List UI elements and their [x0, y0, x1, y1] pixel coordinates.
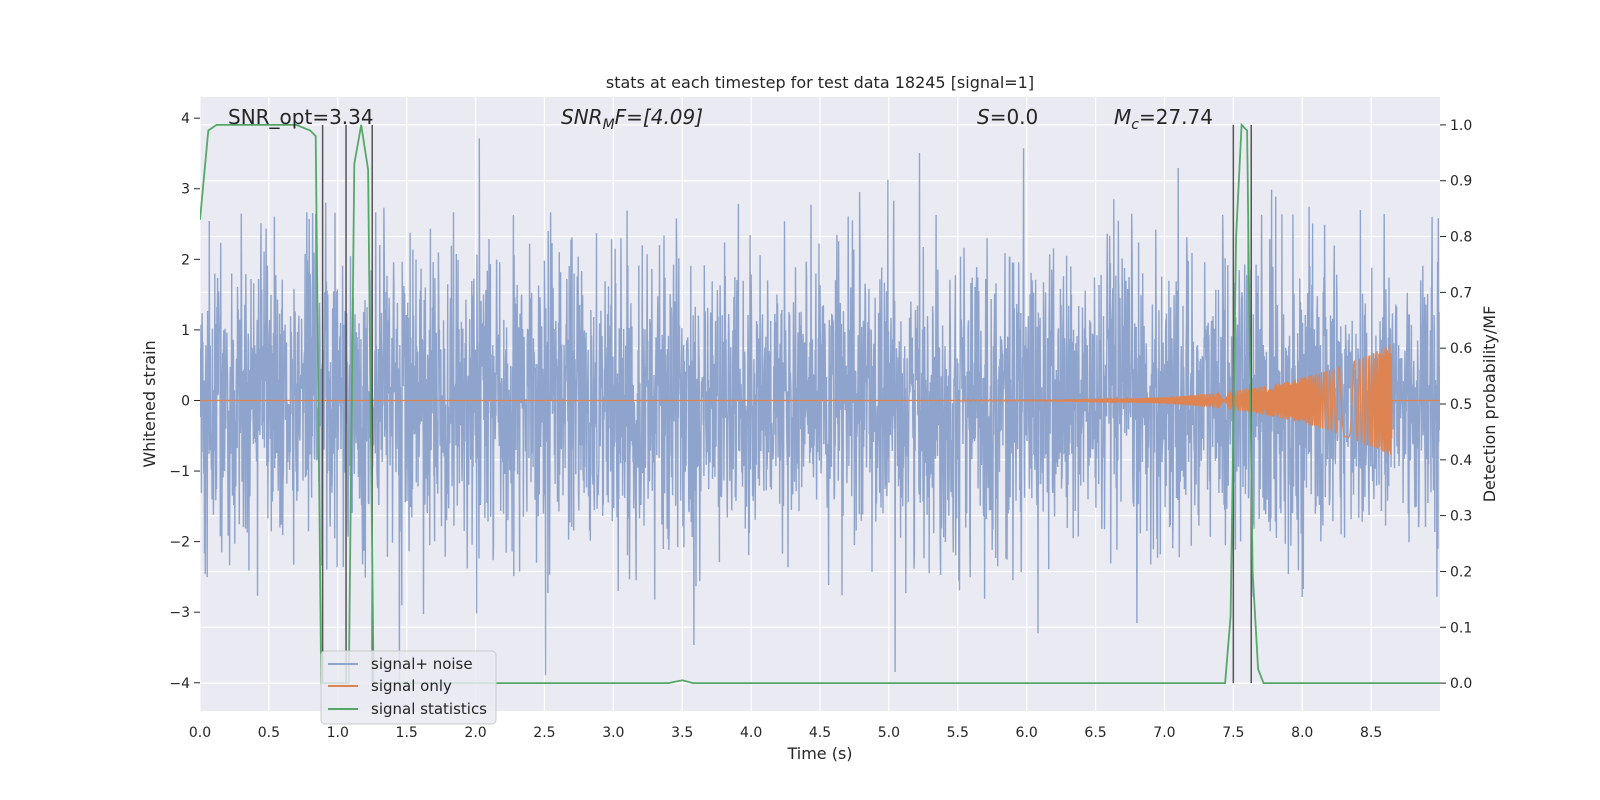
x-tick-label-1: 0.5 — [258, 725, 280, 741]
y-tick-labels: −4 −3 −2 −1 0 1 2 3 4 — [169, 111, 200, 692]
annotation-s-prefix: S — [977, 105, 990, 129]
x-tick-label-4: 2.0 — [464, 725, 486, 741]
y-tick-label-2: −2 — [169, 535, 190, 551]
annotation-mc-sub: c — [1131, 117, 1139, 133]
y-tick-label-4: 0 — [181, 393, 190, 409]
x-tick-label-14: 7.0 — [1153, 725, 1175, 741]
series-signal-only — [200, 344, 1440, 455]
y2-tick-label-1: 0.1 — [1450, 620, 1472, 636]
y-tick-label-3: −1 — [169, 464, 190, 480]
y2-tick-label-5: 0.5 — [1450, 397, 1472, 413]
y-axis-label: Whitened strain — [140, 340, 159, 467]
x-tick-label-6: 3.0 — [602, 725, 624, 741]
y-tick-label-1: −3 — [169, 605, 190, 621]
y2-tick-label-0: 0.0 — [1450, 676, 1472, 692]
annotation-snr-opt: SNR_opt=3.34 — [228, 105, 374, 129]
legend-label-signal-noise: signal+ noise — [371, 655, 473, 673]
annotation-snr-mf-suffix: F=[4.09] — [615, 105, 703, 129]
annotation-snr-mf-sub: M — [603, 117, 615, 133]
x-tick-labels: 0.0 0.5 1.0 1.5 2.0 2.5 3.0 3.5 4.0 4.5 5.0 5.5 6.0 6… — [189, 725, 1382, 741]
annotation-mc-suffix: =27.74 — [1139, 105, 1213, 129]
x-axis-label: Time (s) — [786, 744, 852, 763]
plot-area — [200, 122, 1440, 684]
x-tick-label-12: 6.0 — [1016, 725, 1038, 741]
y-tick-label-0: −4 — [169, 676, 190, 692]
annotation-mc-prefix: M — [1114, 105, 1131, 129]
y2-tick-label-3: 0.3 — [1450, 509, 1472, 525]
y2-tick-label-6: 0.6 — [1450, 341, 1472, 357]
y-tick-label-8: 4 — [181, 111, 190, 127]
x-tick-label-3: 1.5 — [396, 725, 418, 741]
y2-tick-labels: 0.0 0.1 0.2 0.3 0.4 0.5 0.6 0.7 0.8 0.9 1.0 — [1440, 118, 1472, 692]
y2-tick-label-2: 0.2 — [1450, 564, 1472, 580]
x-tick-label-0: 0.0 — [189, 725, 211, 741]
series-signal-statistics — [200, 122, 1440, 684]
legend-label-signal-statistics: signal statistics — [371, 700, 487, 718]
legend-label-signal-only: signal only — [371, 677, 452, 695]
x-tick-label-10: 5.0 — [878, 725, 900, 741]
x-tick-label-2: 1.0 — [327, 725, 349, 741]
x-tick-label-5: 2.5 — [533, 725, 555, 741]
chart-title: stats at each timestep for test data 182… — [606, 73, 1034, 92]
y-tick-label-7: 3 — [181, 182, 190, 198]
y-tick-label-6: 2 — [181, 252, 190, 268]
x-tick-label-11: 5.5 — [947, 725, 969, 741]
y2-tick-label-8: 0.8 — [1450, 230, 1472, 246]
y2-tick-label-9: 0.9 — [1450, 174, 1472, 190]
x-tick-label-15: 7.5 — [1222, 725, 1244, 741]
x-tick-label-17: 8.5 — [1360, 725, 1382, 741]
x-tick-label-7: 3.5 — [671, 725, 693, 741]
legend: signal+ noise signal only signal statist… — [320, 650, 497, 725]
y2-axis-label: Detection probability/MF — [1480, 306, 1499, 503]
annotation-mc: Mc=27.74 — [1114, 105, 1213, 133]
legend-box — [320, 650, 497, 725]
x-tick-label-13: 6.5 — [1084, 725, 1106, 741]
y2-tick-label-4: 0.4 — [1450, 453, 1472, 469]
annotation-snr-mf: SNRMF=[4.09] — [561, 105, 703, 133]
x-tick-label-9: 4.5 — [809, 725, 831, 741]
x-tick-label-16: 8.0 — [1291, 725, 1313, 741]
y2-tick-label-7: 0.7 — [1450, 285, 1472, 301]
y-tick-label-5: 1 — [181, 323, 190, 339]
annotation-s: S=0.0 — [977, 105, 1038, 129]
annotation-s-suffix: =0.0 — [990, 105, 1039, 129]
y2-tick-label-10: 1.0 — [1450, 118, 1472, 134]
x-tick-label-8: 4.0 — [740, 725, 762, 741]
annotation-snr-mf-prefix: SNR — [561, 105, 603, 129]
